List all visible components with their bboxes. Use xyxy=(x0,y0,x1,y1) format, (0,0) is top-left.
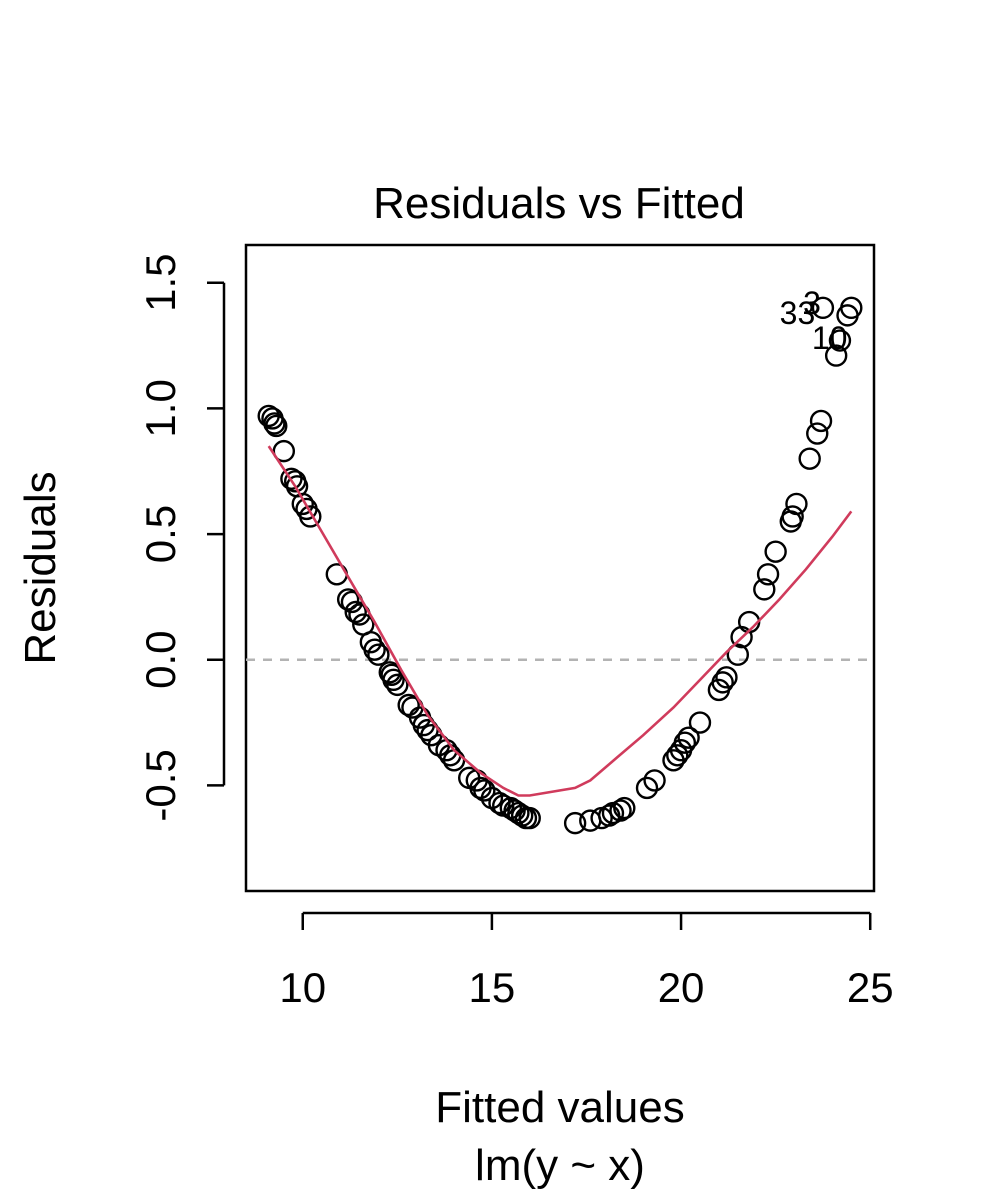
point-label: 10 xyxy=(812,320,848,356)
residual-point xyxy=(785,492,808,516)
x-axis-label: Fitted values xyxy=(435,1083,684,1132)
residual-point xyxy=(840,296,863,320)
residual-point xyxy=(280,467,303,490)
residual-point xyxy=(688,711,712,734)
smooth-line xyxy=(267,445,853,797)
residual-point xyxy=(363,638,386,661)
residual-point xyxy=(299,505,322,528)
residual-point xyxy=(367,643,390,666)
residual-point xyxy=(711,671,734,694)
residual-point xyxy=(473,779,496,802)
residual-point xyxy=(824,344,848,367)
residual-point xyxy=(336,588,360,611)
residual-point xyxy=(291,492,314,516)
y-tick-label: 0.5 xyxy=(137,505,184,563)
residual-point xyxy=(715,666,738,689)
residual-point xyxy=(263,412,286,435)
residual-point xyxy=(265,414,288,438)
residual-point xyxy=(635,776,659,800)
point-label: 3 xyxy=(803,285,821,321)
residual-point xyxy=(613,796,636,820)
y-tick-label: 1.0 xyxy=(137,379,184,437)
residual-point xyxy=(518,806,541,830)
y-tick-label: 0.0 xyxy=(137,631,184,689)
residual-point xyxy=(756,563,780,586)
x-tick-label: 10 xyxy=(279,964,326,1011)
residual-point xyxy=(386,673,409,697)
plot-frame xyxy=(244,243,876,893)
residual-point xyxy=(666,744,689,767)
residual-point xyxy=(382,668,405,692)
x-tick-label: 20 xyxy=(658,964,705,1011)
residual-point xyxy=(798,447,821,470)
residual-point xyxy=(764,540,787,563)
y-axis: -0.5 0.0 0.5 1.0 1.5 xyxy=(137,254,226,822)
residual-point xyxy=(726,643,750,666)
residual-point xyxy=(344,600,367,624)
smooth-line-layer xyxy=(267,445,853,797)
y-tick-label: 1.5 xyxy=(137,254,184,312)
chart-title: Residuals vs Fitted xyxy=(373,179,745,228)
residual-point xyxy=(563,811,587,835)
x-axis: 10 15 20 25 xyxy=(279,911,894,1011)
residual-point xyxy=(806,422,829,445)
residual-points xyxy=(257,296,863,835)
residual-point xyxy=(781,505,804,528)
residual-point xyxy=(677,726,700,749)
residual-point xyxy=(811,296,835,320)
x-tick-label: 25 xyxy=(847,964,894,1011)
residual-point xyxy=(609,799,632,822)
point-label: 33 xyxy=(780,295,816,331)
residual-point xyxy=(753,578,776,601)
y-axis-label: Residuals xyxy=(16,471,65,664)
x-tick-label: 15 xyxy=(469,964,516,1011)
residual-point xyxy=(643,769,666,792)
residual-point xyxy=(809,409,833,433)
residual-point xyxy=(828,329,852,352)
residual-point xyxy=(272,439,296,463)
model-formula-label: lm(y ~ x) xyxy=(475,1141,645,1190)
y-tick-label: -0.5 xyxy=(137,749,184,821)
residual-point xyxy=(673,731,697,754)
residual-point xyxy=(397,693,420,717)
